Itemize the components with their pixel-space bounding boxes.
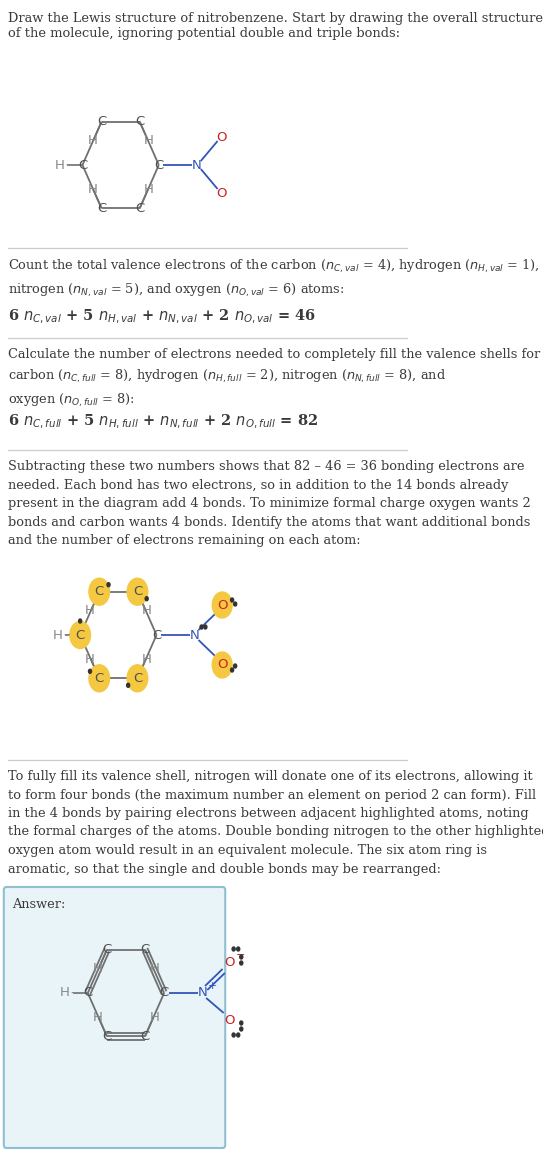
Text: H: H (87, 183, 97, 196)
Circle shape (107, 582, 110, 587)
Circle shape (212, 651, 232, 678)
Text: Calculate the number of electrons needed to completely fill the valence shells f: Calculate the number of electrons needed… (8, 348, 540, 409)
Text: Count the total valence electrons of the carbon ($n_{C,val}$ = 4), hydrogen ($n_: Count the total valence electrons of the… (8, 258, 540, 299)
Text: C: C (141, 943, 150, 956)
Text: C: C (160, 986, 169, 999)
Circle shape (233, 664, 237, 668)
Text: H: H (52, 628, 62, 641)
Text: To fully fill its valence shell, nitrogen will donate one of its electrons, allo: To fully fill its valence shell, nitroge… (8, 770, 543, 876)
Circle shape (231, 668, 233, 672)
Text: H: H (142, 604, 151, 617)
Text: −: − (236, 950, 245, 960)
Circle shape (127, 684, 130, 687)
Circle shape (212, 592, 232, 618)
Text: H: H (144, 135, 154, 147)
Circle shape (233, 602, 237, 605)
Text: C: C (83, 986, 92, 999)
Circle shape (240, 1027, 243, 1031)
Text: H: H (144, 183, 154, 196)
Text: N: N (198, 986, 207, 999)
Circle shape (240, 1021, 243, 1026)
Text: –: – (65, 159, 72, 171)
Text: N: N (192, 159, 202, 171)
Text: H: H (93, 1011, 103, 1023)
Circle shape (127, 665, 148, 692)
Text: H: H (85, 604, 95, 617)
Text: H: H (149, 1011, 159, 1023)
Text: O: O (225, 1014, 235, 1028)
Text: 6 $n_{C,full}$ + 5 $n_{H,full}$ + $n_{N,full}$ + 2 $n_{O,full}$ = 82: 6 $n_{C,full}$ + 5 $n_{H,full}$ + $n_{N,… (8, 413, 318, 432)
Circle shape (89, 665, 110, 692)
Text: C: C (135, 201, 144, 215)
Circle shape (200, 625, 203, 628)
Text: –: – (71, 986, 77, 999)
Text: C: C (97, 115, 106, 128)
Text: C: C (78, 159, 87, 171)
Text: N: N (190, 628, 200, 641)
Circle shape (240, 961, 243, 965)
Text: H: H (149, 962, 159, 975)
Text: C: C (135, 115, 144, 128)
Circle shape (89, 578, 110, 605)
Text: C: C (154, 159, 163, 171)
Text: O: O (216, 186, 226, 199)
Circle shape (240, 955, 243, 959)
Text: +: + (207, 981, 217, 991)
Circle shape (237, 947, 240, 951)
Text: O: O (217, 658, 228, 671)
Text: C: C (94, 672, 104, 685)
Text: H: H (87, 135, 97, 147)
Text: Answer:: Answer: (12, 898, 66, 910)
Circle shape (89, 669, 92, 673)
Text: O: O (216, 130, 226, 144)
Text: C: C (102, 943, 111, 956)
Text: O: O (217, 599, 228, 611)
Text: H: H (142, 653, 151, 665)
Text: C: C (75, 628, 85, 641)
Circle shape (145, 596, 148, 601)
Circle shape (127, 578, 148, 605)
Circle shape (231, 599, 233, 602)
Text: H: H (60, 986, 70, 999)
Circle shape (70, 622, 91, 648)
Text: 6 $n_{C,val}$ + 5 $n_{H,val}$ + $n_{N,val}$ + 2 $n_{O,val}$ = 46: 6 $n_{C,val}$ + 5 $n_{H,val}$ + $n_{N,va… (8, 308, 316, 326)
Text: C: C (141, 1030, 150, 1043)
Circle shape (232, 1032, 235, 1037)
Text: O: O (225, 956, 235, 969)
Text: C: C (133, 672, 142, 685)
Text: C: C (152, 628, 161, 641)
FancyBboxPatch shape (4, 887, 225, 1148)
Text: Draw the Lewis structure of nitrobenzene. Start by drawing the overall structure: Draw the Lewis structure of nitrobenzene… (8, 12, 542, 40)
Text: H: H (85, 653, 95, 665)
Text: –: – (63, 628, 70, 641)
Text: C: C (133, 585, 142, 599)
Circle shape (79, 619, 81, 623)
Text: C: C (102, 1030, 111, 1043)
Text: H: H (93, 962, 103, 975)
Text: Subtracting these two numbers shows that 82 – 46 = 36 bonding electrons are
need: Subtracting these two numbers shows that… (8, 460, 531, 547)
Text: C: C (94, 585, 104, 599)
Circle shape (232, 947, 235, 951)
Text: H: H (55, 159, 65, 171)
Circle shape (204, 625, 207, 628)
Circle shape (237, 1032, 240, 1037)
Text: C: C (97, 201, 106, 215)
